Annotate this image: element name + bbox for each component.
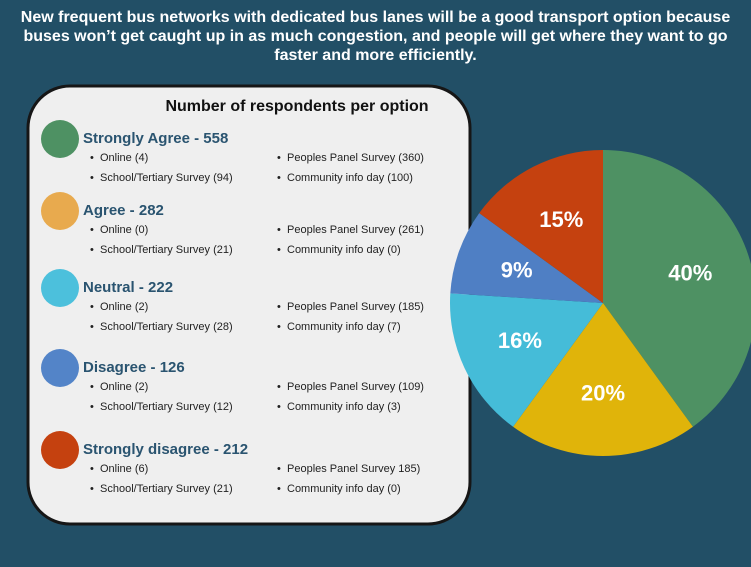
legend-swatch	[41, 349, 79, 387]
pie-slice	[450, 213, 603, 303]
bullet: •	[277, 152, 281, 164]
slice-label: 16%	[498, 328, 542, 353]
breakdown-item: Peoples Panel Survey (185)	[287, 301, 424, 313]
breakdown-item: Community info day (3)	[287, 401, 401, 413]
breakdown-item: Peoples Panel Survey (261)	[287, 224, 424, 236]
breakdown-item: School/Tertiary Survey (21)	[100, 483, 233, 495]
bullet: •	[90, 381, 94, 393]
breakdown-item: Online (2)	[100, 301, 148, 313]
legend-swatch	[41, 269, 79, 307]
bullet: •	[90, 301, 94, 313]
slice-label: 40%	[668, 260, 712, 285]
legend-label: Neutral - 222	[83, 279, 173, 296]
pie-slice	[479, 150, 603, 303]
bullet: •	[90, 172, 94, 184]
bullet: •	[277, 172, 281, 184]
chart-title: New frequent bus networks with dedicated…	[20, 9, 731, 64]
breakdown-item: Community info day (0)	[287, 483, 401, 495]
legend-label: Disagree - 126	[83, 359, 185, 376]
bullet: •	[277, 224, 281, 236]
bullet: •	[277, 401, 281, 413]
slice-label: 20%	[581, 381, 625, 406]
bullet: •	[90, 321, 94, 333]
breakdown-item: Community info day (7)	[287, 321, 401, 333]
breakdown-item: Peoples Panel Survey (360)	[287, 152, 424, 164]
legend-label: Strongly Agree - 558	[83, 130, 228, 147]
pie-slice	[450, 293, 603, 427]
breakdown-item: School/Tertiary Survey (21)	[100, 244, 233, 256]
bullet: •	[277, 381, 281, 393]
bullet: •	[90, 401, 94, 413]
bullet: •	[277, 244, 281, 256]
breakdown-item: Online (6)	[100, 463, 148, 475]
panel-title: Number of respondents per option	[165, 98, 428, 115]
legend-swatch	[41, 192, 79, 230]
breakdown-item: Peoples Panel Survey (109)	[287, 381, 424, 393]
legend-label: Strongly disagree - 212	[83, 441, 248, 458]
bullet: •	[277, 301, 281, 313]
bullet: •	[90, 152, 94, 164]
legend-swatch	[41, 120, 79, 158]
bullet: •	[277, 321, 281, 333]
breakdown-item: Online (4)	[100, 152, 148, 164]
legend-label: Agree - 282	[83, 202, 164, 219]
breakdown-item: School/Tertiary Survey (12)	[100, 401, 233, 413]
breakdown-item: Peoples Panel Survey 185)	[287, 463, 420, 475]
bullet: •	[90, 224, 94, 236]
bullet: •	[277, 463, 281, 475]
breakdown-item: School/Tertiary Survey (94)	[100, 172, 233, 184]
breakdown-item: Online (2)	[100, 381, 148, 393]
breakdown-item: School/Tertiary Survey (28)	[100, 321, 233, 333]
pie-slice	[603, 150, 751, 427]
slice-label: 15%	[539, 207, 583, 232]
pie-slice	[513, 303, 693, 456]
slice-label: 9%	[501, 258, 533, 283]
breakdown-item: Community info day (100)	[287, 172, 413, 184]
breakdown-item: Online (0)	[100, 224, 148, 236]
bullet: •	[90, 244, 94, 256]
legend-swatch	[41, 431, 79, 469]
bullet: •	[90, 483, 94, 495]
breakdown-item: Community info day (0)	[287, 244, 401, 256]
bullet: •	[277, 483, 281, 495]
bullet: •	[90, 463, 94, 475]
